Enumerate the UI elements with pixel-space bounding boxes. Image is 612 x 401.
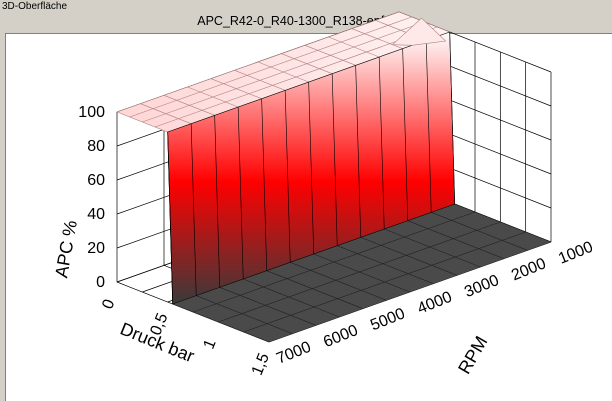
surface-line: [384, 228, 481, 268]
surface-line: [187, 86, 239, 108]
surface-line: [163, 95, 215, 116]
surface-line: [425, 40, 432, 213]
surface-line: [355, 65, 362, 238]
surface-line: [281, 53, 333, 74]
surface-line: [328, 36, 380, 58]
z-tick-label: 20: [87, 240, 105, 257]
surface-line: [210, 78, 262, 99]
surface-line: [290, 262, 387, 301]
chart-title: APC_R42-0_R40-1300_R138-enf_P3-r: [197, 14, 415, 28]
surface-line: [431, 212, 528, 251]
surface-line: [237, 106, 244, 280]
z-tick-label: 60: [87, 172, 105, 189]
surface-line: [140, 103, 192, 124]
surface-line: [196, 295, 293, 334]
y-tick-label: 1000: [556, 239, 595, 268]
window-titlebar: 3D-Oberfläche: [0, 0, 612, 13]
x-tick-label: 1,5: [249, 351, 273, 378]
surface-line: [378, 56, 385, 230]
surface-line: [234, 70, 286, 91]
y-tick-label: 3000: [462, 272, 501, 301]
y-tick-label: 5000: [368, 305, 407, 334]
surface-line: [331, 73, 338, 246]
z-tick-label: 100: [78, 104, 105, 121]
surface-line: [454, 203, 552, 243]
surface-line: [407, 220, 505, 259]
y-tick-label: 4000: [415, 289, 454, 318]
surface-line: [337, 245, 434, 284]
z-tick-label: 0: [96, 274, 105, 291]
surface-line: [243, 278, 340, 318]
z-tick-label: 40: [87, 206, 105, 223]
surface-bump: [391, 17, 447, 46]
surface-edge: [167, 131, 174, 305]
surface-mesh: [116, 11, 552, 343]
surface-line: [257, 61, 309, 83]
surface-line: [449, 31, 456, 205]
x-tick-label: 0: [99, 297, 118, 312]
surface-line: [360, 237, 458, 276]
surface-line: [313, 253, 411, 293]
window-title: 3D-Oberfläche: [2, 1, 68, 12]
y-axis-title: RPM: [454, 333, 491, 378]
surface-line: [172, 303, 270, 343]
surface-line: [214, 115, 221, 288]
surface-line: [402, 48, 409, 221]
y-tick-label: 2000: [509, 255, 548, 284]
surface-line: [304, 45, 356, 66]
surface-line: [116, 111, 168, 133]
surface-line: [261, 98, 268, 271]
x-tick-label: 1: [201, 337, 220, 352]
surface-line: [351, 28, 403, 49]
z-tick-label: 80: [87, 138, 105, 155]
surface-line: [308, 81, 315, 255]
z-axis-title: APC %: [51, 219, 81, 280]
surface-line: [266, 270, 364, 309]
surface-line: [190, 123, 197, 296]
surface-line: [284, 90, 291, 263]
surface-line: [219, 287, 317, 326]
y-tick-label: 6000: [321, 322, 360, 351]
y-tick-label: 7000: [274, 339, 313, 368]
